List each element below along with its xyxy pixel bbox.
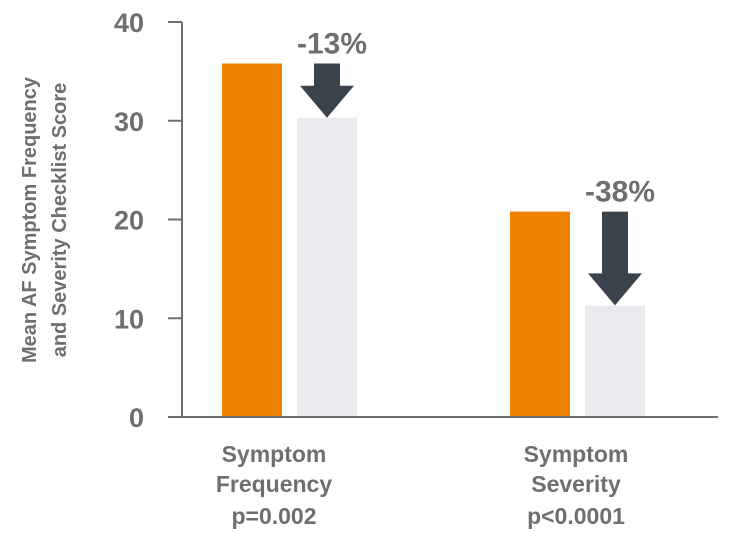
- category-label-frequency-line-1: Symptom: [222, 441, 327, 467]
- category-label-severity: Symptom Severity p<0.0001: [524, 441, 629, 529]
- category-label-frequency: Symptom Frequency p=0.002: [216, 441, 333, 529]
- y-tick-label-0: 0: [129, 403, 144, 433]
- category-label-severity-line-1: Symptom: [524, 441, 629, 467]
- reduction-label-1: -13%: [297, 27, 367, 60]
- y-tick-label-10: 10: [114, 304, 144, 334]
- y-tick-label-30: 30: [114, 107, 144, 137]
- y-axis-title-line-1: Mean AF Symptom Frequency: [19, 76, 41, 363]
- y-axis-title-line-2: and Severity Checklist Score: [49, 83, 71, 358]
- category-label-frequency-line-2: Frequency: [216, 471, 333, 497]
- bar-series-1-cat-2: [510, 212, 570, 417]
- category-label-frequency-line-3: p=0.002: [231, 503, 316, 529]
- y-axis: 0 10 20 30 40: [114, 8, 182, 433]
- reduction-label-2: -38%: [585, 176, 655, 209]
- bars-group: [222, 63, 645, 417]
- y-tick-label-40: 40: [114, 8, 144, 38]
- bar-series-2-cat-2: [585, 305, 645, 417]
- category-label-severity-line-2: Severity: [531, 471, 621, 497]
- bar-series-2-cat-1: [297, 118, 357, 417]
- down-arrow-icon-1: [300, 63, 354, 117]
- category-label-severity-line-3: p<0.0001: [527, 503, 625, 529]
- bar-series-1-cat-1: [222, 63, 282, 417]
- y-tick-label-20: 20: [114, 206, 144, 236]
- down-arrow-icon-2: [588, 212, 642, 306]
- y-axis-title: Mean AF Symptom Frequency and Severity C…: [19, 76, 71, 363]
